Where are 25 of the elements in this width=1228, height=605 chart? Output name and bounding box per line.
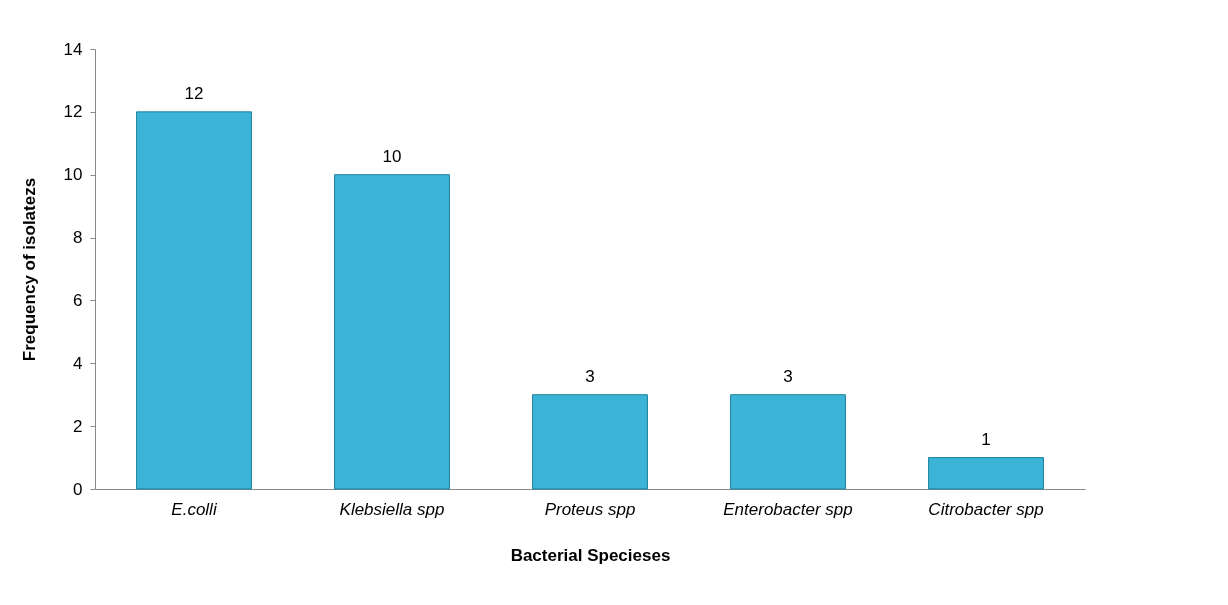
data-label: 1 (981, 429, 991, 449)
y-tick-label: 12 (63, 102, 83, 122)
y-tick-label: 8 (73, 228, 83, 248)
y-axis-title: Frequency of isolatezs (19, 177, 39, 362)
y-tick-label: 6 (73, 290, 83, 310)
x-tick-label: Klebsiella spp (339, 499, 445, 519)
y-tick-label: 4 (73, 353, 83, 373)
bar (136, 111, 252, 490)
x-axis-title: Bacterial Specieses (510, 545, 671, 565)
data-label: 12 (184, 83, 204, 103)
bar (928, 457, 1044, 490)
bar (334, 174, 450, 490)
y-tick-label: 0 (73, 479, 83, 499)
x-tick-label: Proteus spp (544, 499, 636, 519)
data-label: 3 (783, 366, 793, 386)
data-label: 3 (585, 366, 595, 386)
y-tick-label: 2 (73, 416, 83, 436)
bar (730, 394, 846, 490)
y-tick-label: 10 (63, 165, 83, 185)
y-tick-label: 14 (63, 39, 83, 59)
x-tick-label: Citrobacter spp (928, 499, 1044, 519)
bar (532, 394, 648, 490)
x-tick-label: Enterobacter spp (723, 499, 853, 519)
data-label: 10 (382, 146, 402, 166)
x-tick-label: E.colli (171, 499, 218, 519)
